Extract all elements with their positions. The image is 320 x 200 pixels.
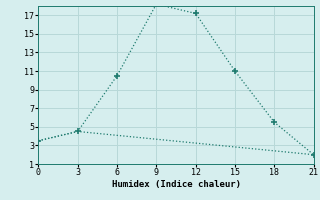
X-axis label: Humidex (Indice chaleur): Humidex (Indice chaleur) bbox=[111, 180, 241, 189]
